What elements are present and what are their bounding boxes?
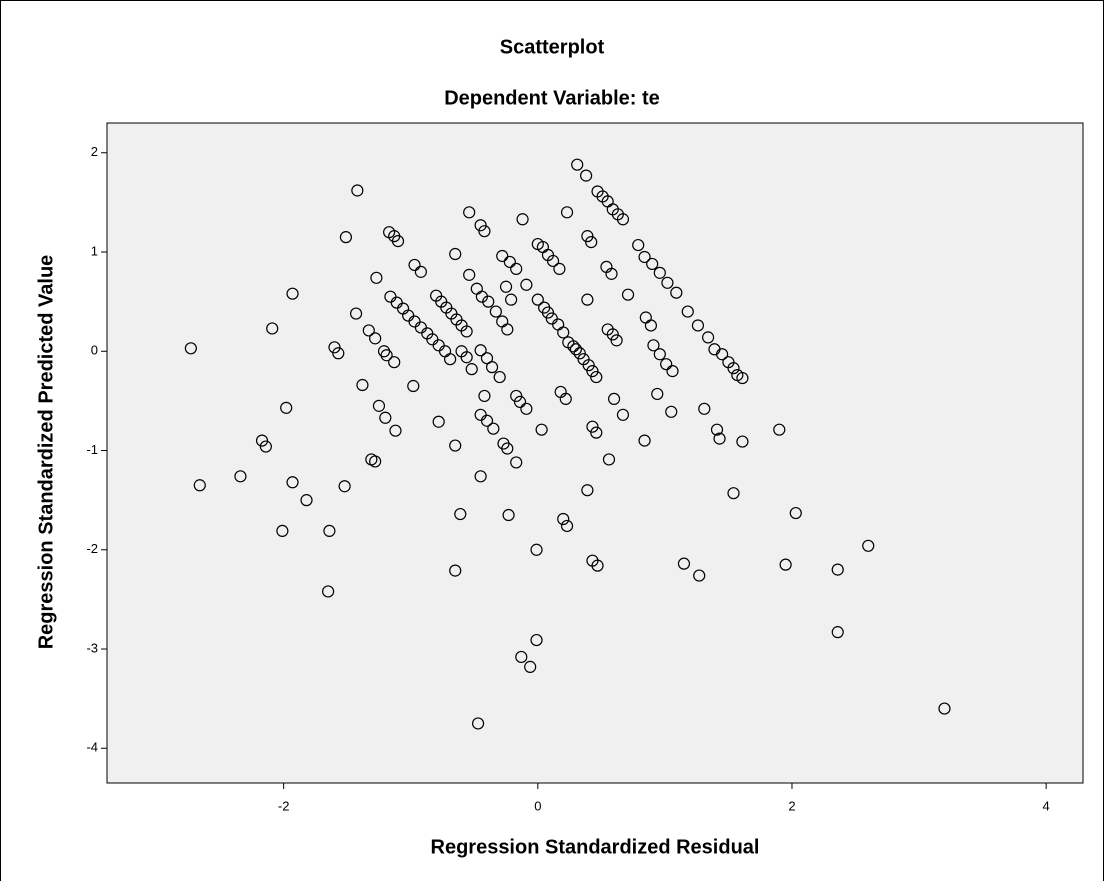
x-tick-label: 2 [788,798,795,813]
x-tick-label: 0 [534,798,541,813]
y-axis-label: Regression Standardized Predicted Value [35,255,57,650]
y-tick-label: -2 [86,541,98,556]
x-tick-label: -2 [278,798,290,813]
chart-subtitle: Dependent Variable: te [444,87,660,109]
chart-title: Scatterplot [500,36,605,58]
y-tick-label: -3 [86,640,98,655]
y-tick-label: 0 [91,343,98,358]
chart: Scatterplot Dependent Variable: te Regre… [0,0,1104,881]
y-tick-label: -4 [86,740,98,755]
y-tick-label: 2 [91,144,98,159]
x-tick-label: 4 [1043,798,1050,813]
plot-area [107,123,1083,783]
y-tick-label: -1 [86,442,98,457]
x-axis-label: Regression Standardized Residual [431,836,760,858]
y-tick-label: 1 [91,243,98,258]
